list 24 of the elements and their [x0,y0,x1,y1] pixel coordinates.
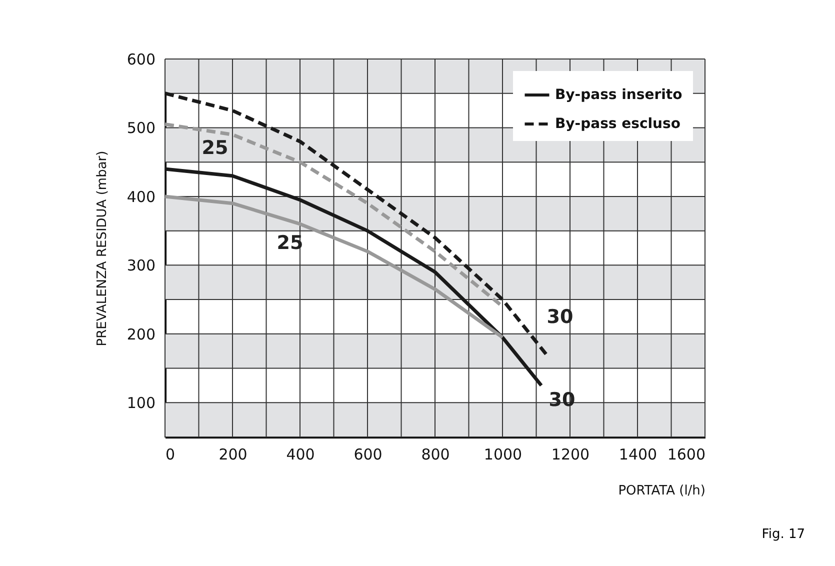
x-tick-label: 800 [421,446,450,464]
y-tick-label: 100 [126,394,156,412]
y-tick-label: 300 [126,256,156,275]
legend-label: By-pass inserito [555,87,683,103]
line-series [163,167,544,388]
line-series [163,92,548,356]
x-tick-label: 200 [218,446,248,464]
legend-label: By-pass escluso [555,116,681,132]
x-tick-label: 1000 [484,446,522,464]
x-tick-label: 1200 [551,446,590,464]
y-axis-title: PREVALENZA RESIDUA (mbar) [94,150,110,346]
x-tick-label: 1600 [667,446,706,464]
y-tick-label: 400 [126,188,156,206]
annotation: 25 [202,137,228,159]
caption: Fig. 17 [762,527,805,542]
x-tick-label: 1400 [618,446,658,464]
x-tick-label: 400 [286,446,315,464]
y-tick-label: 200 [126,325,156,344]
line-series [163,194,504,340]
x-tick-label: 0 [166,446,176,464]
x-tick-label: 600 [354,446,382,464]
y-tick-label: 600 [126,50,156,68]
x-axis-title: PORTATA (l/h) [618,484,706,498]
y-tick-label: 500 [126,119,156,138]
